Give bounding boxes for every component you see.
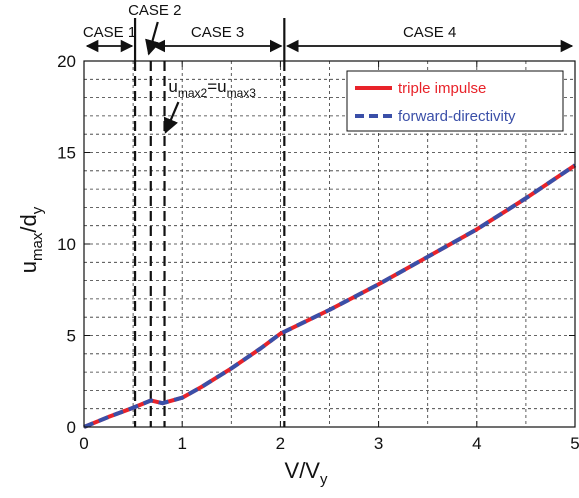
x-axis: 0 1 2 3 4 5 bbox=[79, 61, 579, 453]
x-tick-label: 0 bbox=[79, 434, 88, 453]
case-label: CASE 4 bbox=[403, 24, 456, 41]
y-tick-label: 20 bbox=[57, 52, 76, 71]
x-tick-label: 3 bbox=[374, 434, 383, 453]
equality-annotation: umax2=umax3 bbox=[163, 77, 256, 134]
legend-box bbox=[346, 70, 564, 132]
case-label: CASE 3 bbox=[191, 24, 244, 41]
y-axis-label: umax/dy bbox=[16, 206, 46, 273]
case-2-arrow bbox=[145, 21, 160, 56]
x-tick-label: 2 bbox=[276, 434, 285, 453]
y-tick-label: 15 bbox=[57, 144, 76, 163]
cases-annotations: CASE 1 CASE 2 CASE 3 CASE 4 bbox=[83, 2, 574, 56]
annotation-text: umax2=umax3 bbox=[168, 77, 256, 100]
y-axis: 0 5 10 15 20 bbox=[57, 52, 575, 437]
legend-label-forward-directivity: forward-directivity bbox=[398, 108, 516, 125]
annotation-arrow bbox=[163, 101, 180, 134]
y-tick-label: 10 bbox=[57, 235, 76, 254]
legend: triple impulse forward-directivity bbox=[346, 70, 564, 132]
case-label: CASE 2 bbox=[128, 2, 181, 19]
x-axis-label: V/Vy bbox=[285, 458, 328, 488]
y-tick-label: 0 bbox=[67, 418, 76, 437]
x-tick-label: 1 bbox=[177, 434, 186, 453]
case-label: CASE 1 bbox=[83, 24, 136, 41]
series-layer bbox=[83, 163, 577, 429]
x-tick-label: 5 bbox=[570, 434, 579, 453]
x-tick-label: 4 bbox=[472, 434, 481, 453]
series-line-forward-directivity bbox=[83, 163, 577, 429]
case-boundaries bbox=[133, 18, 286, 427]
legend-label-triple-impulse: triple impulse bbox=[398, 80, 486, 97]
y-tick-label: 5 bbox=[67, 327, 76, 346]
